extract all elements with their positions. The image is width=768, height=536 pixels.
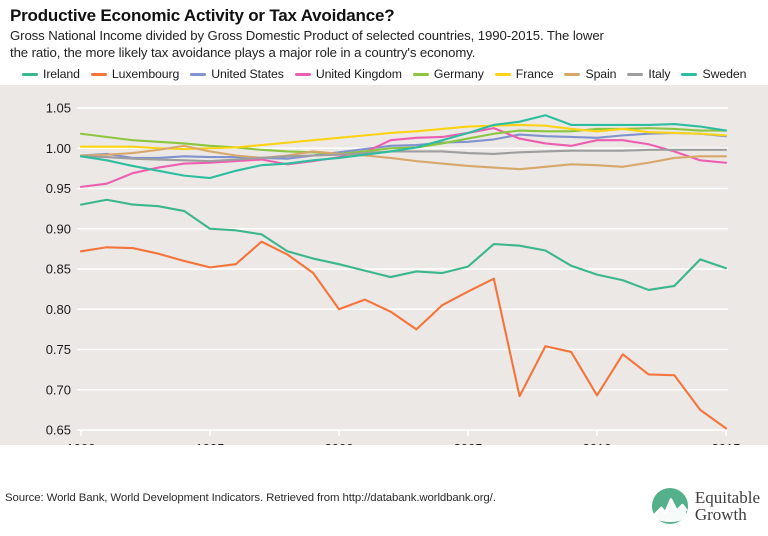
legend-label: Sweden xyxy=(702,67,747,81)
series-line-spain xyxy=(79,144,728,171)
legend-item-united-states[interactable]: United States xyxy=(190,67,284,81)
legend-item-spain[interactable]: Spain xyxy=(564,67,617,81)
series-line-italy xyxy=(79,148,728,163)
legend-swatch-icon xyxy=(681,72,698,76)
legend-swatch-icon xyxy=(412,72,429,76)
equitable-growth-logo: Equitable Growth xyxy=(651,487,760,525)
y-axis-tick-label: 0.90 xyxy=(46,221,71,236)
legend-label: France xyxy=(515,67,554,81)
legend-swatch-icon xyxy=(294,72,311,76)
y-axis-tick-label: 0.70 xyxy=(46,382,71,397)
legend-item-sweden[interactable]: Sweden xyxy=(681,67,746,81)
legend-label: Germany xyxy=(433,67,484,81)
x-axis-tick-label: 2015 xyxy=(712,441,741,445)
y-axis-tick-label: 0.95 xyxy=(46,181,71,196)
legend-swatch-icon xyxy=(494,72,511,76)
chart-area: 0.65 0.70 0.75 0.80 0.85 0.90 0.95 1.00 1.05 1990… xyxy=(0,85,768,445)
page-subtitle-line-1: Gross National Income divided by Gross D… xyxy=(10,28,604,43)
series-line-luxembourg xyxy=(79,240,728,430)
y-axis-tick-label: 0.75 xyxy=(46,342,71,357)
x-axis-tick-label: 1990 xyxy=(67,441,96,445)
legend-item-ireland[interactable]: Ireland xyxy=(22,67,80,81)
series-line-france xyxy=(79,123,728,151)
y-axis-tick-label: 0.85 xyxy=(46,262,71,277)
legend-item-italy[interactable]: Italy xyxy=(627,67,671,81)
series-line-sweden xyxy=(79,114,728,180)
source-note: Source: World Bank, World Development In… xyxy=(5,492,496,504)
header: Productive Economic Activity or Tax Avoi… xyxy=(0,0,768,61)
legend-item-luxembourg[interactable]: Luxembourg xyxy=(90,67,180,81)
logo-mark-icon xyxy=(651,487,688,525)
y-axis-tick-label: 1.05 xyxy=(46,101,71,116)
legend-label: Italy xyxy=(648,67,671,81)
page-title: Productive Economic Activity or Tax Avoi… xyxy=(10,6,395,25)
x-axis-tick-label: 2000 xyxy=(325,441,354,445)
x-axis-tick-label: 1995 xyxy=(196,441,225,445)
legend-label: United Kingdom xyxy=(315,67,402,81)
plot-background xyxy=(0,85,768,445)
legend-swatch-icon xyxy=(90,72,107,76)
y-axis-tick-label: 0.65 xyxy=(46,423,71,438)
x-axis-tick-label: 2010 xyxy=(583,441,612,445)
x-axis-tick-label: 2005 xyxy=(454,441,483,445)
series-line-united-kingdom xyxy=(79,127,728,188)
page-subtitle-line-2: the ratio, the more likely tax avoidance… xyxy=(10,45,476,60)
legend-item-germany[interactable]: Germany xyxy=(412,67,484,81)
chart-legend: Ireland Luxembourg United States United Kin… xyxy=(0,61,768,85)
logo-line-1: Equitable xyxy=(694,488,760,507)
legend-swatch-icon xyxy=(190,72,207,76)
legend-swatch-icon xyxy=(627,72,644,76)
legend-swatch-icon xyxy=(564,72,581,76)
logo-line-2: Growth xyxy=(694,505,747,524)
legend-item-france[interactable]: France xyxy=(494,67,554,81)
logo-wordmark: Equitable Growth xyxy=(695,489,760,523)
legend-item-united-kingdom[interactable]: United Kingdom xyxy=(294,67,402,81)
line-chart-svg: 0.65 0.70 0.75 0.80 0.85 0.90 0.95 1.00 1.05 1990… xyxy=(46,101,741,446)
y-axis-tick-label: 0.80 xyxy=(46,302,71,317)
series-line-ireland xyxy=(79,198,728,291)
footer: Source: World Bank, World Development In… xyxy=(0,486,768,536)
legend-swatch-icon xyxy=(22,72,38,76)
series-line-united-states xyxy=(79,131,728,160)
legend-label: Ireland xyxy=(43,67,80,81)
legend-label: United States xyxy=(211,67,284,81)
y-axis-tick-label: 1.00 xyxy=(46,141,71,156)
legend-label: Spain xyxy=(585,67,617,81)
legend-label: Luxembourg xyxy=(111,67,180,81)
